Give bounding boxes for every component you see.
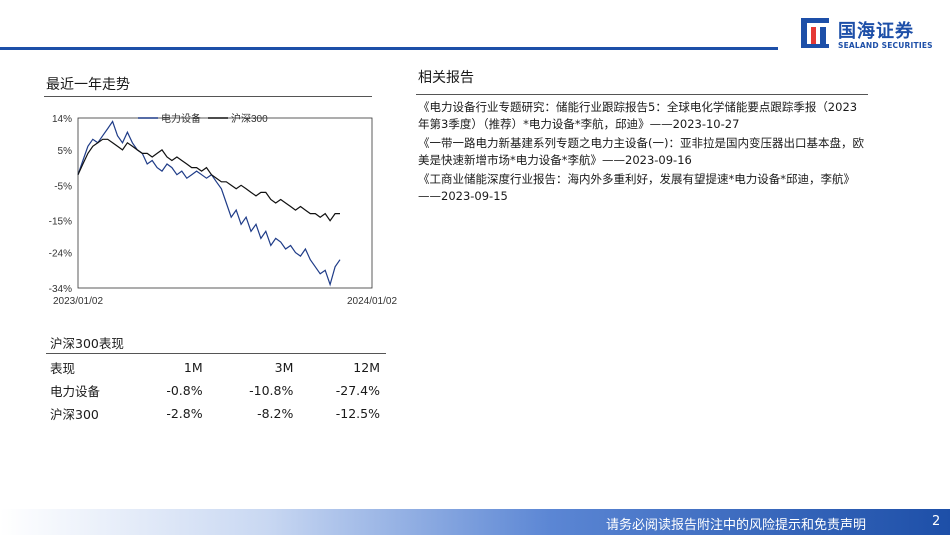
trend-title-rule (44, 96, 372, 97)
table-cell: 电力设备 (50, 384, 101, 399)
report-item[interactable]: 《电力设备行业专题研究：储能行业跟踪报告5：全球电化学储能要点跟踪季报（2023… (418, 100, 858, 131)
page-number: 2 (932, 514, 941, 529)
y-tick-label: -15% (49, 217, 72, 228)
header-rule (0, 47, 778, 50)
performance-title: 沪深300表现 (50, 336, 124, 351)
table-row: 电力设备 -0.8% -10.8% -27.4% (50, 379, 380, 402)
table-cell: -10.8% (249, 383, 294, 398)
table-header-row: 表现 1M 3M 12M (50, 356, 380, 379)
y-tick-label: 14% (52, 114, 72, 125)
table-header-cell: 12M (353, 360, 380, 375)
trend-title: 最近一年走势 (46, 77, 130, 93)
table-header-cell: 表现 (50, 361, 76, 376)
y-tick-label: -24% (49, 249, 72, 260)
series-line-csi300 (77, 138, 340, 222)
plot-frame (77, 117, 373, 289)
x-tick-label: 2023/01/02 (53, 296, 103, 307)
related-reports-title: 相关报告 (418, 70, 474, 86)
table-cell: -2.8% (166, 406, 203, 421)
related-title-rule (416, 94, 868, 95)
report-item[interactable]: 《一带一路电力新基建系列专题之电力主设备(一)：亚非拉是国内变压器出口基本盘，欧… (418, 136, 864, 167)
footer-disclaimer: 请务必阅读报告附注中的风险提示和免责声明 (606, 518, 867, 533)
related-reports-list: 《电力设备行业专题研究：储能行业跟踪报告5：全球电化学储能要点跟踪季报（2023… (418, 99, 868, 207)
report-item[interactable]: 《工商业储能深度行业报告：海内外多重利好，发展有望提速*电力设备*邱迪，李航》—… (418, 172, 855, 203)
table-cell: -12.5% (335, 406, 380, 421)
legend-label: 电力设备 (161, 112, 201, 125)
table-cell: -8.2% (257, 406, 294, 421)
company-logo: 国海证券 SEALAND SECURITIES (800, 16, 940, 54)
y-tick-label: -34% (49, 284, 72, 295)
table-cell: 沪深300 (50, 407, 99, 422)
logo-text-en: SEALAND SECURITIES (838, 41, 933, 50)
table-header-cell: 1M (183, 360, 203, 375)
trend-chart: 14% 5% -5% -15% -24% -34%2023/01/02 2024/01/02… (49, 112, 398, 307)
table-cell: -0.8% (166, 383, 203, 398)
x-tick-label: 2024/01/02 (347, 296, 397, 307)
y-tick-label: -5% (54, 181, 72, 192)
performance-title-rule (46, 353, 386, 354)
y-tick-label: 5% (58, 146, 73, 157)
table-header-cell: 3M (274, 360, 294, 375)
footer-bar: 请务必阅读报告附注中的风险提示和免责声明 2 (0, 509, 950, 535)
legend-label: 沪深300 (231, 112, 268, 125)
series-line-power-equipment (77, 120, 341, 287)
logo-text-cn: 国海证券 (838, 21, 914, 42)
logo-mark-icon (801, 18, 829, 48)
table-row: 沪深300 -2.8% -8.2% -12.5% (50, 402, 380, 425)
performance-table: 表现 1M 3M 12M 电力设备 -0.8% -10.8% -27.4% 沪深… (50, 356, 380, 425)
table-cell: -27.4% (335, 383, 380, 398)
